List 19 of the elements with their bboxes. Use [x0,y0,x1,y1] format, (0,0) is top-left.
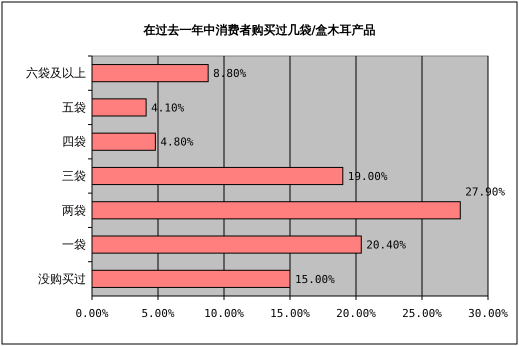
data-label: 15.00% [295,272,336,286]
y-tick-label: 六袋及以上 [26,66,86,80]
x-tick-label: 25.00% [402,307,442,320]
y-tick-label: 两袋 [62,203,86,218]
x-tick-label: 5.00% [141,307,175,320]
y-tick-label: 没购买过 [38,272,86,286]
data-label: 20.40% [366,238,406,252]
y-tick-label: 五袋 [62,100,86,114]
y-tick-label: 三袋 [62,169,86,183]
x-tick-label: 10.00% [204,307,244,320]
y-tick-label: 四袋 [62,134,86,149]
x-tick-label: 15.00% [270,307,310,320]
x-tick-label: 0.00% [75,307,109,320]
data-label: 4.80% [160,136,194,149]
x-tick-label: 20.00% [336,307,376,320]
y-tick-label: 一袋 [62,238,86,252]
chart-title: 在过去一年中消费者购买过几袋/盒木耳产品 [142,23,376,37]
x-tick-label: 30.00% [468,307,508,320]
bar [92,98,147,116]
